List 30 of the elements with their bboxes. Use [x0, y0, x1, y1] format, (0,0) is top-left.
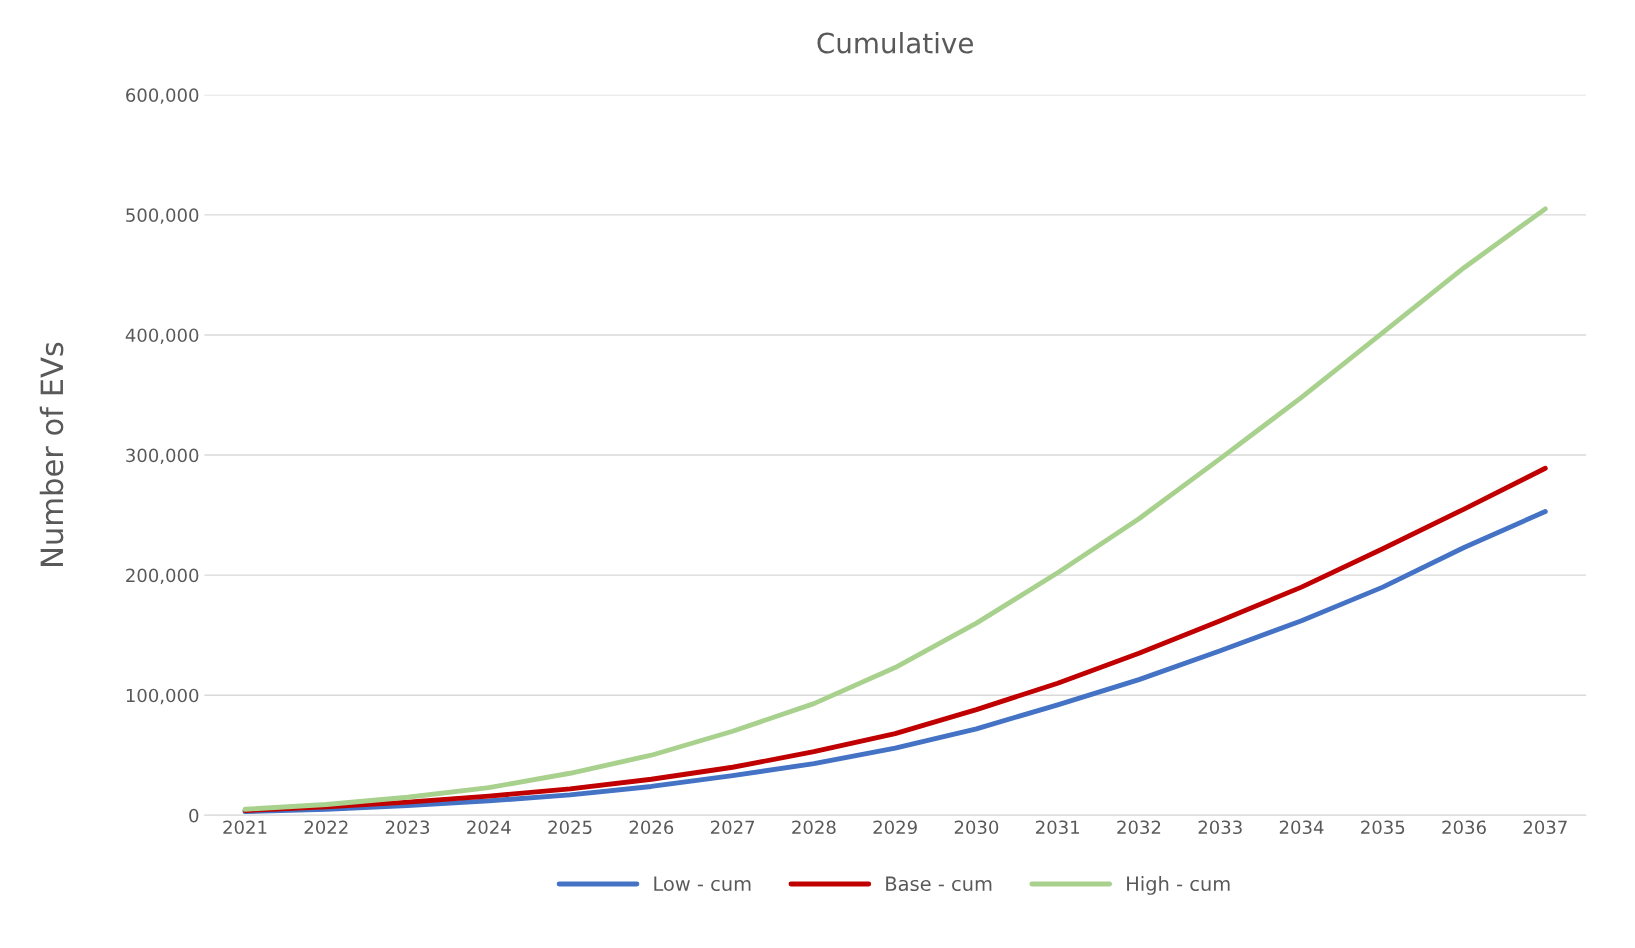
x-tick-label: 2037	[1523, 820, 1567, 835]
x-tick-label: 2023	[385, 820, 430, 835]
x-tick-label: 2025	[548, 820, 592, 835]
y-tick-label: 100,000	[126, 688, 199, 705]
legend-label: Low - cum	[654, 876, 751, 892]
x-tick-label: 2026	[629, 820, 674, 835]
legend-label: High - cum	[1127, 876, 1230, 895]
y-tick-label: 500,000	[126, 208, 199, 224]
x-tick-label: 2036	[1442, 820, 1486, 835]
x-tick-label: 2028	[792, 820, 836, 835]
x-tick-label: 2030	[954, 820, 999, 835]
y-tick-label: 200,000	[126, 568, 199, 585]
legend-label: Base - cum	[886, 876, 992, 892]
x-tick-label: 2034	[1279, 820, 1324, 835]
x-tick-label: 2035	[1361, 820, 1405, 835]
x-tick-label: 2029	[873, 820, 917, 835]
x-tick-label: 2021	[223, 820, 267, 835]
line-series	[242, 206, 1548, 812]
y-tick-label: 400,000	[125, 328, 199, 344]
x-tick-label: 2033	[1198, 820, 1242, 835]
y-tick-label: 0	[189, 808, 199, 823]
x-tick-label: 2031	[1036, 820, 1080, 835]
x-tick-label: 2027	[710, 820, 755, 835]
chart-title: Cumulative	[817, 32, 973, 54]
x-tick-label: 2022	[304, 820, 348, 835]
y-axis-title: Number of EVs	[39, 342, 64, 566]
y-tick-label: 300,000	[126, 448, 199, 464]
x-tick-label: 2032	[1117, 820, 1161, 835]
x-tick-label: 2024	[467, 820, 511, 835]
y-tick-label: 600,000	[126, 88, 199, 104]
